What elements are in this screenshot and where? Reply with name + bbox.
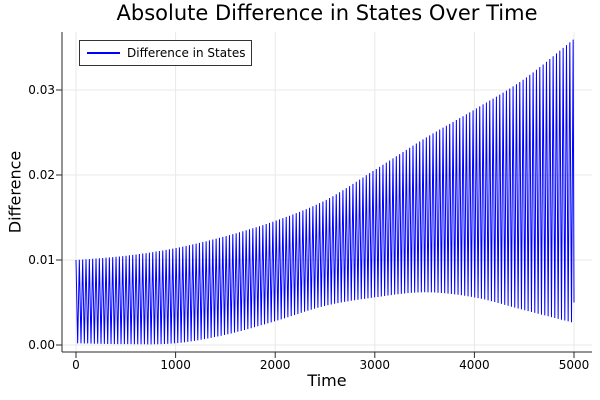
y-tick-label: 0.01	[28, 253, 55, 267]
legend-label: Difference in States	[127, 46, 246, 60]
y-tick-label: 0.00	[28, 338, 55, 352]
y-axis-label: Difference	[5, 150, 25, 234]
chart-title: Absolute Difference in States Over Time	[116, 1, 538, 25]
x-tick-label: 3000	[359, 358, 391, 372]
x-tick-label: 1000	[160, 358, 191, 372]
x-tick-label: 2000	[259, 358, 291, 372]
y-tick-label: 0.03	[28, 83, 55, 97]
legend-line-sample	[87, 52, 120, 54]
x-tick-label: 5000	[558, 358, 590, 372]
x-tick-label: 0	[72, 358, 80, 372]
legend: Difference in States	[79, 40, 252, 66]
x-axis-label: Time	[307, 371, 347, 390]
y-tick-label: 0.02	[28, 168, 55, 182]
x-tick-label: 4000	[459, 358, 490, 372]
